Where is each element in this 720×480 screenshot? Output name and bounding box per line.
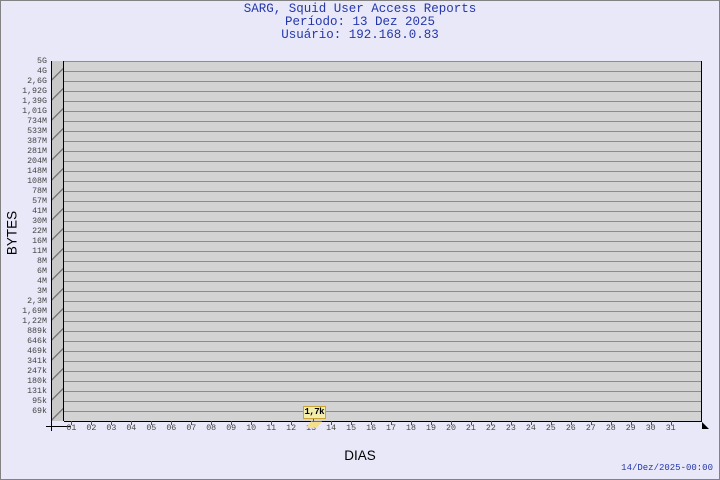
svg-text:BYTES: BYTES: [5, 211, 20, 255]
